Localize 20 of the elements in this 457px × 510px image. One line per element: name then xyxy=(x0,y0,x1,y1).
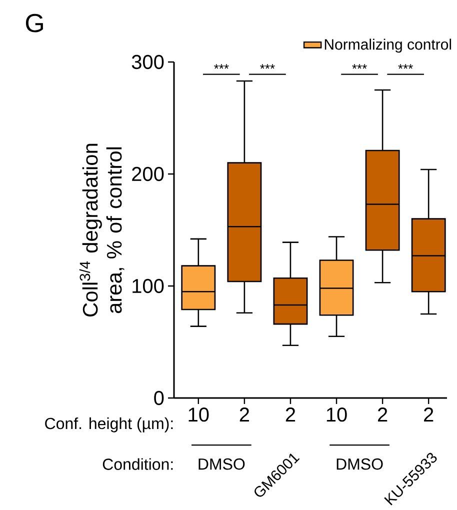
annotation: *** xyxy=(398,64,413,69)
legend-label: Normalizing control xyxy=(324,38,451,53)
x-tick-label: 2 xyxy=(240,408,249,422)
annotation: *** xyxy=(352,64,367,69)
y-tick-label: 200 xyxy=(132,166,164,182)
x-tick-label: 2 xyxy=(378,408,388,422)
y-tick-label: 300 xyxy=(132,54,164,70)
y-tick-label: 0 xyxy=(154,390,164,406)
y-tick-label: 100 xyxy=(132,278,164,294)
x-tick-label: 2 xyxy=(424,408,434,422)
annotation: *** xyxy=(260,64,275,69)
text: DMSO xyxy=(198,458,245,470)
chart-title: G xyxy=(26,14,43,32)
x-tick-label: 10 xyxy=(326,408,347,422)
x-tick-label: 10 xyxy=(188,408,209,422)
text: Conf. height (µm): xyxy=(45,417,173,432)
text: DMSO xyxy=(336,458,383,470)
text: Condition: xyxy=(102,458,173,470)
annotation: *** xyxy=(214,64,229,69)
x-tick-label: 2 xyxy=(286,408,295,422)
